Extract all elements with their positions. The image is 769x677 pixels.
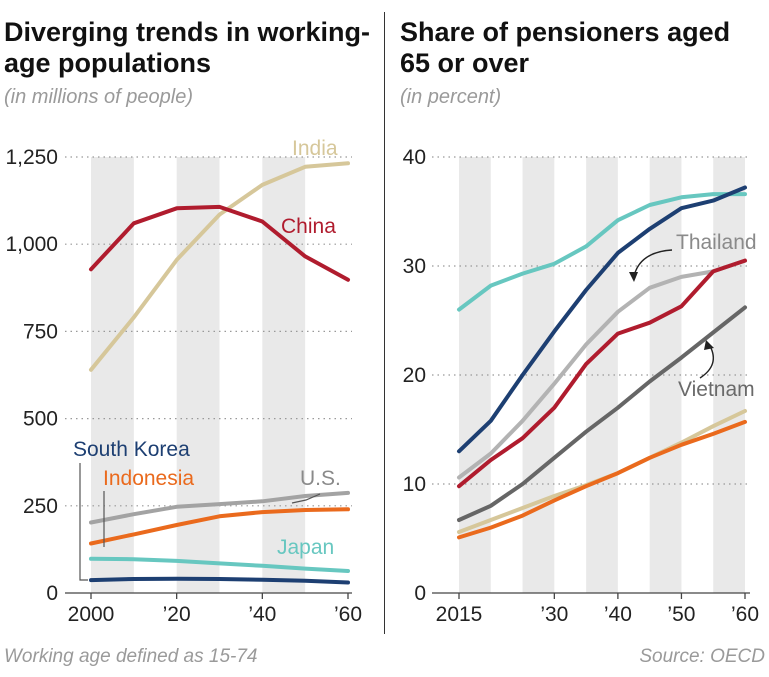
label-vietnam: Vietnam: [678, 378, 755, 401]
panel-divider: [384, 12, 385, 634]
right-ytick-label-1: 10: [403, 473, 426, 496]
label-us: U.S.: [300, 467, 341, 490]
label-india: India: [292, 137, 338, 160]
left-ytick-label-2: 500: [23, 408, 58, 431]
right-series-line-vietnam: [457, 305, 747, 522]
south-korea-leader-line: [79, 463, 88, 581]
left-chart-title: Diverging trends in working-age populati…: [4, 17, 371, 78]
left-ytick-label-3: 750: [23, 320, 58, 343]
right-chart-title: Share of pensioners aged 65 or over: [400, 17, 731, 78]
left-ytick-label-4: 1,000: [5, 233, 58, 256]
left-ytick-label-1: 250: [23, 495, 58, 518]
vietnam-arrowhead: [704, 340, 714, 350]
right-ytick-label-2: 20: [403, 364, 426, 387]
left-ytick-label-5: 1,250: [5, 146, 58, 169]
right-xtick-label-2: ’40: [604, 603, 632, 626]
right-series-line-indonesia: [457, 419, 747, 540]
left-series-line-south-korea: [89, 576, 350, 585]
left-series-line-u-s: [89, 490, 350, 525]
left-xtick-label-3: ’60: [334, 603, 362, 626]
right-series-line-china: [457, 258, 747, 489]
label-japan: Japan: [277, 536, 334, 559]
right-band-1: [522, 157, 555, 593]
left-series-line-india: [89, 161, 350, 372]
right-band-2: [586, 157, 618, 593]
label-south-korea: South Korea: [73, 438, 190, 461]
vietnam-arrow: [699, 345, 714, 379]
label-thailand: Thailand: [676, 231, 757, 254]
right-ytick-label-0: 0: [414, 582, 426, 605]
right-series-line-japan: [457, 192, 747, 312]
right-ytick-label-3: 30: [403, 255, 426, 278]
left-ytick-label-0: 0: [46, 582, 58, 605]
right-ytick-label-4: 40: [403, 146, 426, 169]
left-band-0: [91, 157, 134, 593]
right-xtick-label-0: 2015: [436, 603, 483, 626]
left-series-line-japan: [89, 556, 350, 573]
left-xtick-label-2: ’40: [248, 603, 276, 626]
label-china: China: [281, 215, 336, 238]
left-series-line-indonesia: [89, 507, 350, 546]
left-xtick-label-0: 2000: [68, 603, 115, 626]
right-band-3: [649, 157, 682, 593]
left-xtick-label-1: ’20: [163, 603, 191, 626]
right-xtick-label-4: ’60: [731, 603, 759, 626]
right-xtick-label-1: ’30: [540, 603, 568, 626]
right-series-line-southkorea: [457, 185, 747, 454]
thailand-arrowhead: [629, 272, 638, 282]
us-leader-line: [291, 493, 321, 504]
left-series-line-china: [89, 204, 350, 282]
right-series-line-thailand: [457, 258, 747, 480]
footer-note: Working age defined as 15-74: [4, 646, 258, 667]
right-xtick-label-3: ’50: [667, 603, 695, 626]
footer-source: Source: OECD: [639, 646, 765, 667]
right-chart-subtitle: (in percent): [400, 86, 502, 108]
left-chart-subtitle: (in millions of people): [4, 86, 193, 108]
label-indonesia: Indonesia: [103, 467, 194, 490]
